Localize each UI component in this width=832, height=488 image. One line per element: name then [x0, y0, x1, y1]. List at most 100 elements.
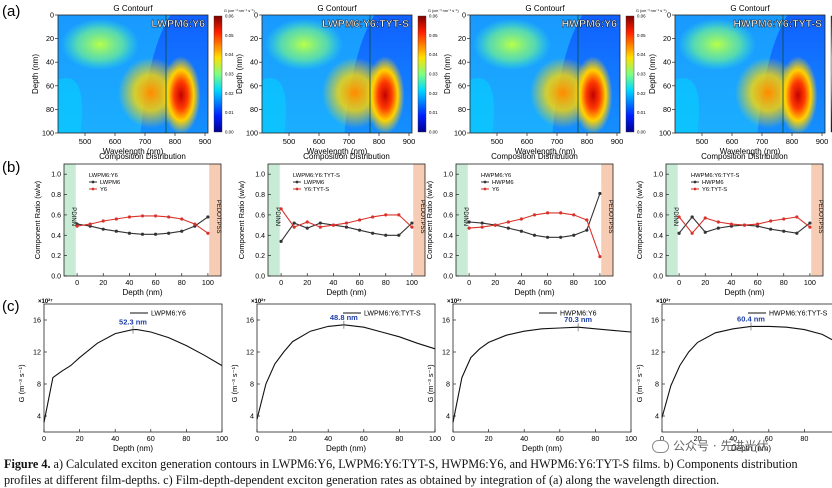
peak-label: 52.3 nm	[119, 318, 147, 327]
legend-entry: HWPM6:Y6:TYT-S	[769, 311, 828, 318]
composition-point	[357, 218, 362, 222]
composition-ytick-label: 0.8	[51, 192, 61, 199]
contour-xlabel: Wavelength (nm)	[307, 147, 368, 156]
composition-xlabel: Depth (nm)	[514, 288, 554, 297]
chat-bubble-icon	[652, 440, 669, 453]
generation-xlabel: Depth (nm)	[731, 444, 771, 453]
composition-series	[75, 215, 210, 236]
composition-xlabel: Depth (nm)	[122, 288, 162, 297]
generation-chart: 52.3 nm LWPM6:Y6 ×10²⁷ 0 20 40 60 80 100 4 8 12 16 De…	[17, 298, 228, 453]
contour-ylabel: Depth (nm)	[443, 54, 452, 94]
composition-ytick-label: 0.2	[51, 253, 61, 260]
contour-ylabel: Depth (nm)	[31, 54, 40, 94]
contour-xtick-label: 900	[611, 137, 624, 146]
composition-xtick-label: 0	[75, 278, 79, 287]
contour-xtick-label: 500	[79, 137, 92, 146]
composition-point	[742, 223, 747, 227]
contour-xtick-label: 900	[403, 137, 416, 146]
generation-ytick-label: 16	[246, 316, 254, 325]
generation-xtick-label: 20	[485, 434, 493, 443]
contour-xtick-label: 900	[816, 137, 829, 146]
colorbar	[625, 15, 635, 133]
legend-entry: LWPM6:Y6	[151, 311, 186, 318]
generation-frame	[256, 303, 436, 433]
colorbar-tick-label: 0.06	[225, 14, 234, 19]
composition-point	[114, 229, 118, 233]
generation-ytick-label: 12	[246, 348, 254, 357]
composition-xlabel: Depth (nm)	[724, 288, 764, 297]
contour-green-region	[473, 18, 551, 71]
composition-point	[114, 217, 118, 221]
pedot-band	[601, 164, 613, 276]
composition-point	[677, 215, 681, 219]
y-multiplier: ×10²⁷	[447, 298, 462, 305]
composition-xtick-label: 100	[406, 278, 418, 287]
composition-frame	[665, 163, 824, 277]
composition-point	[769, 219, 773, 223]
pedot-band	[209, 164, 221, 276]
legend-title: HWPM6:Y6	[481, 173, 511, 179]
composition-title: Composition Distribution	[99, 152, 186, 161]
composition-xtick-label: 20	[303, 278, 311, 287]
composition-ytick-label: 0.8	[255, 192, 265, 199]
y-multiplier: ×10²⁷	[656, 298, 671, 305]
composition-point	[532, 213, 537, 217]
composition-ytick-label: 0.0	[443, 274, 453, 281]
contour-xtick-label: 700	[139, 137, 152, 146]
composition-point	[153, 232, 158, 236]
contour-green-region	[678, 18, 756, 71]
contour-ytick-label: 80	[663, 105, 671, 114]
pedot-label: PEDOT:PSS	[817, 200, 823, 234]
colorbar-unit: G (cm⁻³ nm⁻¹ s⁻¹)	[428, 9, 459, 13]
generation-chart: 60.4 nmHWPM6:Y6:TYT-S×10²⁷02040608010048…	[635, 298, 832, 453]
composition-point	[292, 225, 296, 229]
contour-cyan-lower	[675, 78, 699, 133]
composition-point	[167, 215, 171, 219]
composition-point	[180, 229, 184, 233]
contour-xtick-label: 500	[491, 137, 504, 146]
generation-curve	[256, 324, 436, 420]
contour-ytick-label: 0	[462, 11, 466, 20]
colorbar-unit: G (cm⁻³ nm⁻¹ s⁻¹)	[224, 9, 255, 13]
panel-letter-c: (c)	[2, 298, 20, 315]
generation-xtick-label: 20	[694, 434, 702, 443]
composition-point	[703, 216, 707, 220]
contour-green-region	[61, 18, 139, 71]
contour-map	[57, 14, 209, 134]
generation-frame	[452, 303, 632, 433]
colorbar-tick-label: 0.04	[429, 52, 438, 57]
contour-panel: G Contourf 500 600 700 800 900 0 20 40 60 80 100 Wav…	[648, 4, 832, 156]
y-multiplier: ×10²⁷	[251, 298, 266, 305]
generation-ylabel: G (m⁻³ s⁻¹)	[17, 364, 26, 402]
composition-point	[532, 233, 537, 237]
contour-title: G Contourf	[525, 4, 565, 13]
composition-xtick-label: 0	[279, 278, 283, 287]
contour-sample-label: LWPM6:Y6:TYT-S	[322, 18, 409, 30]
composition-point	[690, 215, 694, 219]
contour-ytick-label: 20	[46, 34, 54, 43]
contour-cyan-lower	[470, 78, 494, 133]
composition-series-line	[77, 216, 209, 235]
contour-cyan-lower	[58, 78, 82, 133]
composition-point	[292, 221, 296, 225]
composition-point	[384, 233, 388, 237]
generation-ylabel: G (m⁻³ s⁻¹)	[426, 364, 435, 402]
legend-marker	[483, 187, 487, 191]
composition-xtick-label: 40	[517, 278, 525, 287]
pedot-label: PEDOT:PSS	[607, 200, 613, 234]
generation-xtick-label: 40	[520, 434, 528, 443]
legend-entry: Y6	[492, 187, 499, 193]
pdinn-label: PDINN	[462, 207, 468, 226]
composition-ytick-label: 0.0	[255, 274, 265, 281]
pedot-label: PEDOT:PSS	[215, 200, 221, 234]
composition-xtick-label: 60	[152, 278, 160, 287]
contour-ytick-label: 100	[42, 129, 54, 138]
composition-chart: Composition Distribution PDINN PEDOT:PSS LW…	[237, 152, 426, 297]
contour-ytick-label: 80	[458, 105, 466, 114]
contour-xlabel: Wavelength (nm)	[515, 147, 576, 156]
composition-point	[572, 213, 576, 217]
colorbar-tick-label: 0.01	[637, 110, 646, 115]
composition-ytick-label: 1.0	[255, 172, 265, 179]
